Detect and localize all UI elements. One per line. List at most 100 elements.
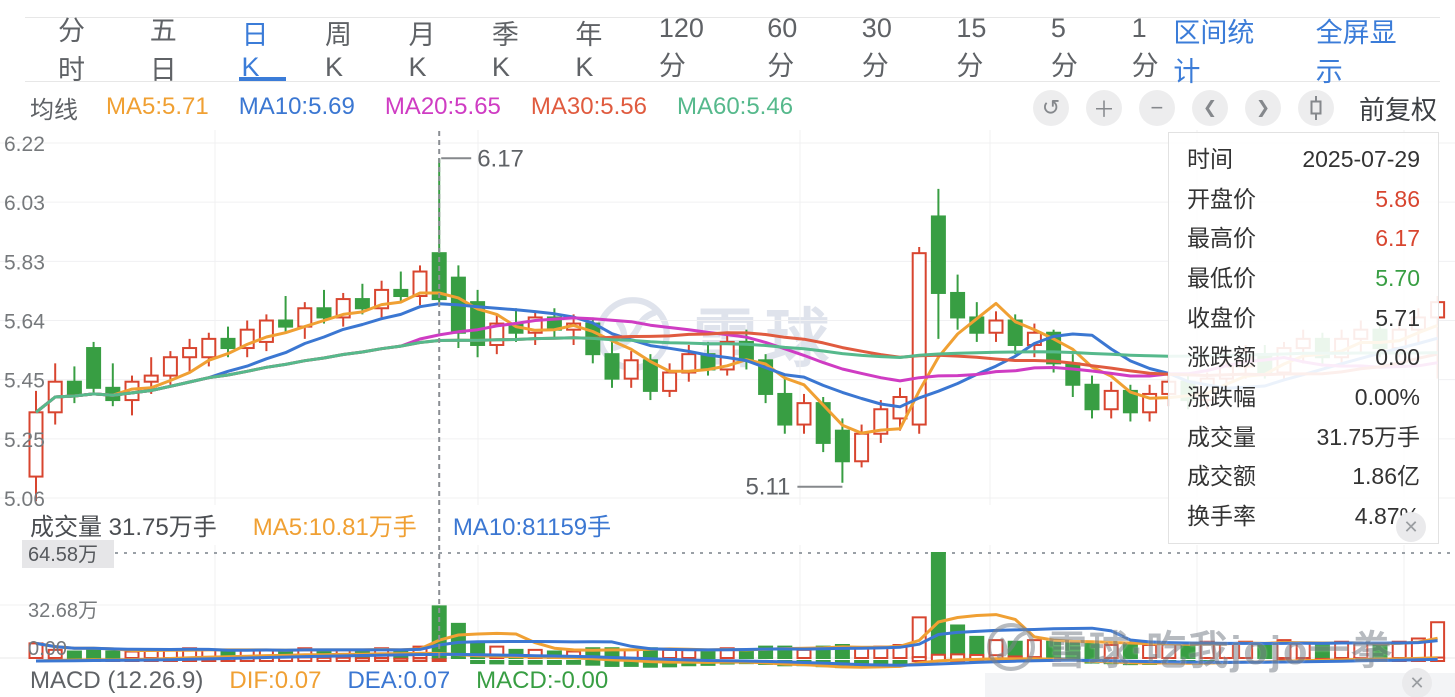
- tab-五日[interactable]: 五日: [149, 15, 177, 85]
- candle-info-panel: 时间 2025-07-29 开盘价 5.86 最高价 6.17 最低价 5.70 收盘价 5.71…: [1168, 132, 1439, 544]
- candle-body: [623, 359, 639, 380]
- undo-icon[interactable]: ↺: [1032, 90, 1069, 126]
- info-panel-close-icon[interactable]: ✕: [1396, 512, 1426, 542]
- macd-hist-bar: [335, 656, 351, 663]
- info-row-label: 最低价: [1187, 264, 1256, 291]
- candle-body: [988, 319, 1004, 334]
- candle-style-icon[interactable]: [1297, 90, 1334, 126]
- info-row-value: 5.86: [1375, 185, 1420, 212]
- info-row-label: 成交量: [1187, 423, 1256, 450]
- candle-body: [316, 307, 332, 319]
- candle-body: [470, 301, 486, 346]
- volume-bar: [105, 650, 121, 660]
- zoom-out-icon[interactable]: −: [1138, 90, 1175, 126]
- macd-hist-bar: [892, 660, 908, 665]
- info-row-label: 涨跌幅: [1187, 383, 1256, 410]
- price-axis-label: 5.64: [4, 311, 45, 334]
- price-axis-label: 5.83: [4, 251, 45, 274]
- tab-年K[interactable]: 年K: [575, 19, 603, 82]
- ma-legend-item: MA30:5.56: [530, 93, 647, 120]
- candle-body: [834, 429, 850, 463]
- macd-hist-bar: [393, 657, 409, 662]
- info-row-换手率: 换手率 4.87%: [1169, 498, 1438, 535]
- volume-axis-label: 64.58万: [28, 544, 98, 566]
- ma-legend-item: MA10:5.69: [238, 93, 355, 120]
- candle-body: [162, 356, 178, 377]
- macd-hist-bar: [566, 660, 582, 665]
- info-row-成交量: 成交量 31.75万手: [1169, 419, 1438, 456]
- tab-周K[interactable]: 周K: [324, 19, 352, 82]
- tab-月K[interactable]: 月K: [408, 19, 436, 82]
- volume-ma10-line: [35, 626, 1438, 652]
- candle-body: [777, 392, 793, 426]
- volume-bar: [930, 552, 946, 659]
- volume-bar: [124, 650, 140, 660]
- macd-dea-label: DEA:0.07: [347, 667, 451, 694]
- candle-body: [873, 408, 889, 435]
- tab-5分[interactable]: 5分: [1050, 12, 1078, 81]
- macd-hist-bar: [316, 656, 332, 663]
- period-tabs: 分时 五日 日K 周K 月K 季K 年K 120分 60分 30分 15分 5分 1分: [25, 12, 1173, 85]
- ma-legend-item: MA60:5.46: [676, 93, 794, 120]
- zoom-in-icon[interactable]: ＋: [1085, 90, 1122, 126]
- info-row-label: 时间: [1187, 146, 1233, 172]
- tab-季K[interactable]: 季K: [491, 19, 519, 82]
- macd-hist-bar: [585, 660, 601, 666]
- candle-body: [86, 347, 102, 389]
- macd-hist-bar: [508, 660, 524, 665]
- candle-body: [278, 319, 294, 328]
- tab-120分[interactable]: 120分: [658, 12, 704, 81]
- macd-pane-close-icon[interactable]: ✕: [1402, 668, 1432, 697]
- tab-分时[interactable]: 分时: [58, 15, 85, 85]
- candle-body: [28, 411, 44, 478]
- candle-body: [143, 374, 159, 383]
- tab-60分[interactable]: 60分: [767, 12, 798, 81]
- info-row-涨跌幅: 涨跌幅 0.00%: [1169, 379, 1438, 416]
- tab-1分[interactable]: 1分: [1131, 12, 1159, 81]
- macd-dea-line: [35, 652, 1438, 667]
- macd-legend-title: MACD (12.26.9): [30, 667, 204, 694]
- footer-strip: [985, 673, 1455, 697]
- candle-body: [1084, 383, 1100, 411]
- macd-hist-bar: [527, 660, 543, 665]
- info-row-value: 0.00: [1375, 344, 1420, 371]
- volume-axis-label: 32.68万: [28, 600, 98, 622]
- info-row-最高价: 最高价 6.17: [1169, 220, 1438, 257]
- candle-body: [393, 288, 409, 298]
- volume-bar: [662, 648, 678, 659]
- tab-30分[interactable]: 30分: [861, 12, 892, 81]
- volume-bar: [758, 645, 774, 660]
- price-axis-label: 6.03: [4, 192, 45, 215]
- volume-axis-label: 0.00: [28, 638, 67, 660]
- tab-日K[interactable]: 日K: [238, 18, 286, 82]
- volume-bar: [700, 650, 716, 660]
- chevron-left-icon[interactable]: ❮: [1191, 90, 1228, 126]
- low-annotation-label: 5.11: [745, 474, 790, 501]
- chevron-right-icon[interactable]: ❯: [1244, 90, 1281, 126]
- info-row-label: 最高价: [1187, 225, 1256, 252]
- link-全屏显示[interactable]: 全屏显示: [1315, 17, 1397, 87]
- ma-legend-title: 均线: [30, 96, 78, 124]
- volume-bar: [66, 650, 82, 660]
- candle-body: [796, 402, 812, 426]
- adjust-mode-button[interactable]: 前复权: [1358, 94, 1437, 125]
- ma-legend-item: MA5:5.71: [106, 93, 209, 120]
- price-axis-label: 5.45: [4, 370, 45, 393]
- ma-legend-item: MA20:5.65: [384, 93, 501, 120]
- info-row-label: 收盘价: [1187, 304, 1256, 331]
- link-区间统计[interactable]: 区间统计: [1173, 17, 1255, 87]
- tab-15分[interactable]: 15分: [956, 12, 987, 81]
- info-row-收盘价: 收盘价 5.71: [1169, 300, 1438, 337]
- candle-body: [911, 252, 927, 426]
- price-axis-label: 5.06: [4, 488, 45, 511]
- info-row-开盘价: 开盘价 5.86: [1169, 181, 1438, 218]
- candle-body: [1065, 362, 1081, 386]
- candle-body: [66, 380, 82, 395]
- candle-body: [604, 353, 620, 380]
- price-axis-label: 6.22: [4, 133, 45, 156]
- info-row-label: 换手率: [1187, 502, 1256, 529]
- info-row-value: 5.71: [1375, 304, 1420, 331]
- volume-bar: [1065, 642, 1081, 660]
- chart-toolbar: ↺ ＋ − ❮ ❯ 前复权: [1032, 88, 1437, 128]
